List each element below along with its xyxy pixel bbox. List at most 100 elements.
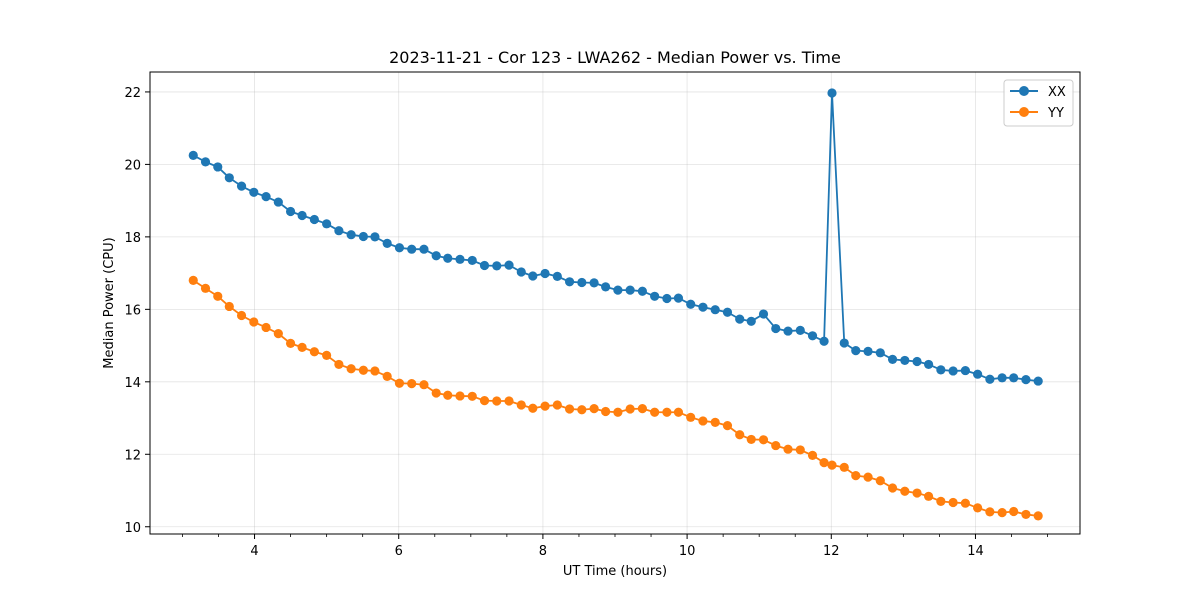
data-point-yy bbox=[735, 430, 745, 440]
data-point-xx bbox=[382, 238, 392, 248]
y-tick-label: 16 bbox=[124, 303, 141, 318]
data-point-yy bbox=[851, 471, 861, 481]
data-point-xx bbox=[334, 226, 344, 236]
data-point-xx bbox=[407, 244, 417, 254]
data-point-xx bbox=[960, 365, 970, 376]
data-point-xx bbox=[662, 293, 672, 304]
data-point-yy bbox=[431, 388, 441, 398]
data-point-xx bbox=[443, 253, 453, 263]
data-point-yy bbox=[334, 359, 344, 370]
data-point-yy bbox=[249, 317, 259, 327]
data-point-yy bbox=[985, 507, 995, 517]
data-point-yy bbox=[419, 380, 429, 390]
y-tick-label: 10 bbox=[124, 521, 141, 536]
data-point-yy bbox=[746, 434, 756, 445]
x-tick-label: 14 bbox=[967, 544, 984, 559]
data-point-yy bbox=[924, 491, 934, 501]
data-point-yy bbox=[973, 503, 983, 513]
data-point-xx bbox=[370, 232, 380, 242]
data-point-xx bbox=[601, 282, 611, 292]
data-point-xx bbox=[746, 316, 756, 326]
data-point-xx bbox=[912, 356, 922, 367]
data-point-xx bbox=[552, 271, 562, 281]
data-point-yy bbox=[358, 365, 368, 375]
x-tick-label: 12 bbox=[823, 544, 840, 559]
data-point-yy bbox=[819, 458, 829, 468]
data-point-yy bbox=[479, 396, 490, 406]
y-tick-label: 22 bbox=[124, 86, 141, 101]
data-point-xx bbox=[924, 359, 934, 370]
data-point-xx bbox=[273, 197, 283, 207]
data-point-yy bbox=[370, 366, 380, 376]
legend-label-xx: XX bbox=[1048, 85, 1066, 100]
data-point-xx bbox=[771, 323, 781, 334]
data-point-xx bbox=[637, 286, 647, 296]
data-point-xx bbox=[492, 261, 502, 271]
data-point-xx bbox=[758, 309, 769, 319]
data-point-yy bbox=[827, 460, 837, 470]
data-point-xx bbox=[783, 326, 793, 336]
data-point-xx bbox=[577, 277, 587, 288]
x-tick-label: 6 bbox=[395, 544, 403, 559]
data-point-yy bbox=[650, 407, 660, 417]
data-point-xx bbox=[285, 206, 296, 217]
data-point-yy bbox=[601, 406, 611, 417]
data-point-yy bbox=[863, 472, 873, 482]
data-point-xx bbox=[346, 230, 356, 240]
data-point-yy bbox=[936, 496, 946, 506]
data-point-yy bbox=[686, 412, 696, 422]
data-point-xx bbox=[309, 214, 319, 225]
data-point-yy bbox=[200, 283, 211, 293]
data-point-xx bbox=[710, 305, 720, 315]
data-point-yy bbox=[673, 407, 684, 417]
data-point-yy bbox=[662, 407, 672, 417]
data-point-xx bbox=[455, 254, 465, 264]
data-point-xx bbox=[200, 157, 211, 167]
data-point-yy bbox=[213, 291, 223, 301]
data-point-yy bbox=[382, 371, 392, 381]
chart-title: 2023-11-21 - Cor 123 - LWA262 - Median P… bbox=[389, 48, 841, 67]
data-point-yy bbox=[1021, 509, 1031, 520]
data-point-xx bbox=[686, 299, 696, 309]
data-point-xx bbox=[887, 354, 898, 364]
data-point-xx bbox=[936, 365, 946, 375]
data-point-xx bbox=[875, 348, 885, 358]
data-point-xx bbox=[673, 293, 684, 303]
y-tick-label: 12 bbox=[124, 448, 141, 463]
data-point-xx bbox=[625, 285, 635, 295]
data-point-xx bbox=[863, 346, 873, 356]
grid bbox=[150, 72, 1080, 534]
data-point-xx bbox=[467, 255, 477, 266]
data-point-xx bbox=[650, 291, 660, 301]
data-point-yy bbox=[346, 364, 356, 374]
data-point-xx bbox=[839, 338, 849, 348]
data-point-xx bbox=[516, 267, 526, 277]
data-point-xx bbox=[997, 373, 1007, 383]
data-point-yy bbox=[394, 378, 405, 388]
data-point-yy bbox=[948, 497, 958, 508]
x-tick-label: 10 bbox=[679, 544, 696, 559]
data-point-yy bbox=[322, 350, 332, 360]
data-point-xx bbox=[1033, 376, 1043, 386]
data-point-yy bbox=[540, 401, 550, 411]
data-point-xx bbox=[1009, 373, 1019, 383]
data-point-yy bbox=[710, 417, 720, 427]
data-point-yy bbox=[698, 416, 708, 426]
data-point-xx bbox=[589, 278, 599, 288]
data-point-yy bbox=[997, 508, 1007, 518]
data-point-xx bbox=[613, 285, 623, 295]
data-point-xx bbox=[394, 243, 405, 253]
data-point-yy bbox=[577, 405, 587, 415]
data-point-xx bbox=[528, 271, 538, 281]
data-point-xx bbox=[479, 260, 490, 271]
data-point-xx bbox=[297, 210, 307, 221]
legend-marker-xx bbox=[1019, 86, 1029, 96]
data-point-xx bbox=[504, 260, 514, 270]
legend: XX YY bbox=[1003, 79, 1074, 127]
data-point-yy bbox=[758, 435, 769, 445]
data-point-xx bbox=[1021, 375, 1031, 385]
data-point-xx bbox=[249, 187, 259, 197]
data-point-yy bbox=[273, 329, 283, 339]
data-point-yy bbox=[443, 390, 453, 400]
